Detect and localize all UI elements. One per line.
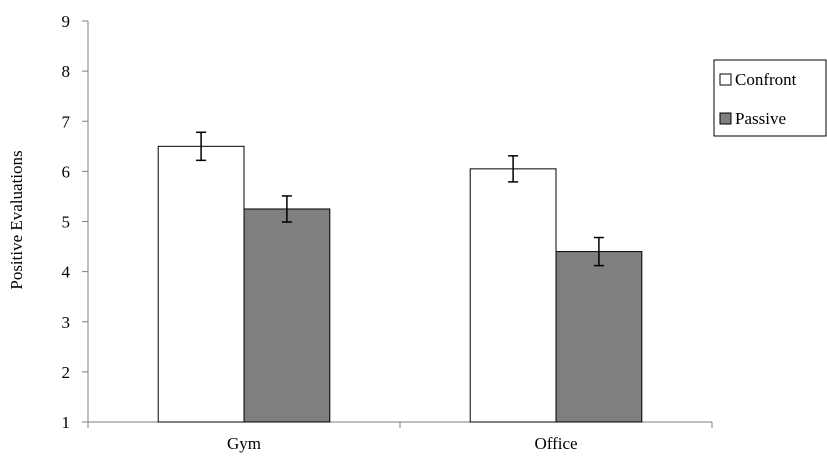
error-bars xyxy=(196,131,604,267)
bar xyxy=(157,145,245,423)
legend-swatch xyxy=(719,112,732,125)
x-tick-label: Office xyxy=(534,434,577,453)
bar xyxy=(469,168,557,423)
legend-label: Passive xyxy=(735,109,786,128)
y-tick-label: 5 xyxy=(62,213,71,232)
y-tick-label: 7 xyxy=(62,112,71,131)
y-tick-label: 4 xyxy=(62,263,71,282)
y-tick-label: 3 xyxy=(62,313,71,332)
y-tick-label: 2 xyxy=(62,363,71,382)
y-tick-label: 9 xyxy=(62,12,71,31)
y-tick-label: 8 xyxy=(62,62,71,81)
x-tick-label: Gym xyxy=(227,434,261,453)
bar xyxy=(555,251,643,423)
legend: Confront Passive xyxy=(713,59,827,137)
y-tick-label: 1 xyxy=(62,413,71,432)
bar xyxy=(243,208,331,423)
legend-swatch xyxy=(719,73,732,86)
x-axis: Gym Office xyxy=(87,421,713,453)
y-axis-title: Positive Evaluations xyxy=(7,150,26,289)
legend-label: Confront xyxy=(735,70,797,89)
bars xyxy=(157,145,643,423)
legend-box xyxy=(713,59,827,137)
y-tick-label: 6 xyxy=(62,162,71,181)
y-axis: 1 2 3 4 5 6 7 8 9 xyxy=(62,12,89,432)
